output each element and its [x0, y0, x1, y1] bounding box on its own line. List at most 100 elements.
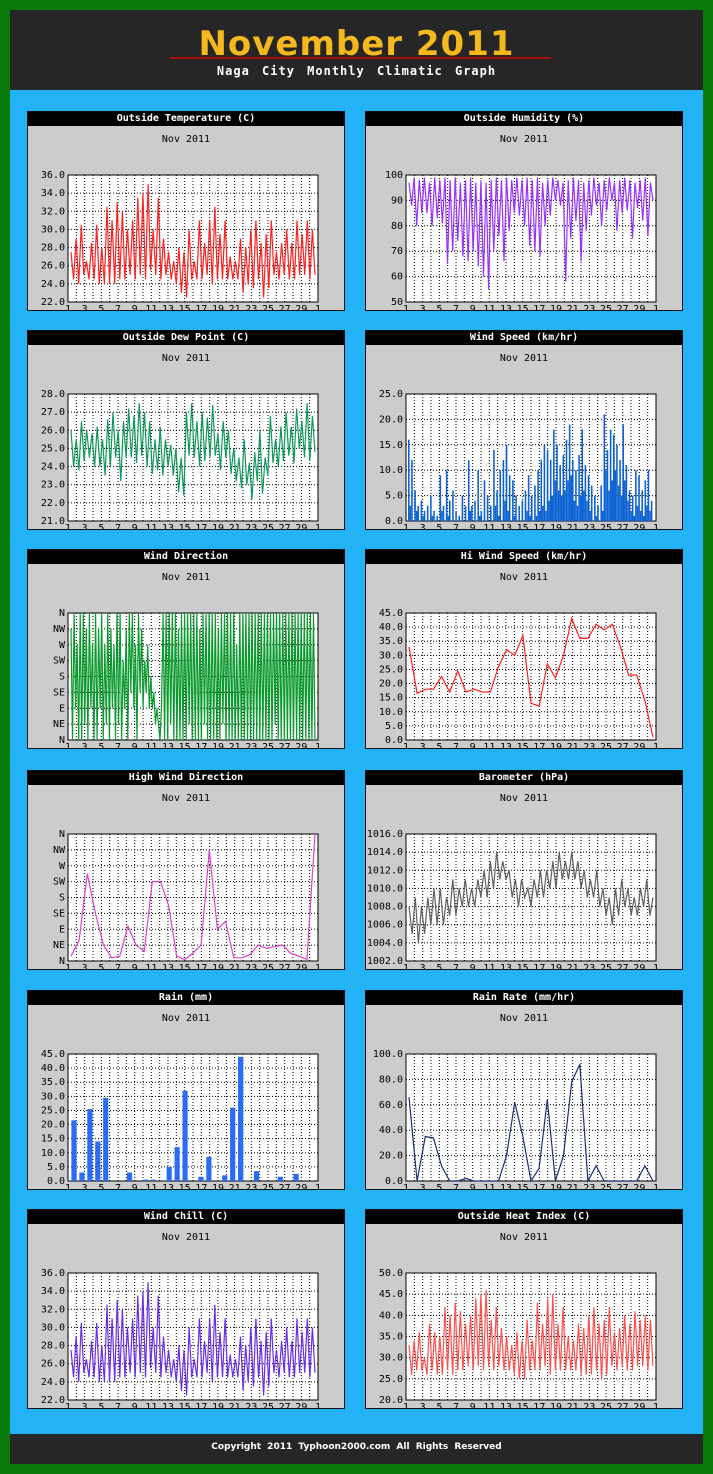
- x-tick-label: 29: [633, 523, 645, 529]
- chart-subtitle: Nov 2011: [161, 572, 211, 583]
- chart-grid: Outside Temperature (C) Nov 2011 22.0 24.0 2…: [10, 90, 703, 1434]
- x-tick-label: 1: [315, 1183, 321, 1189]
- copyright-text: Copyright 2011 Typhoon2000.com All Right…: [211, 1442, 502, 1452]
- series-bar: [636, 505, 639, 521]
- y-tick-label: 5.0: [385, 491, 403, 502]
- chart-svg: 0.05.010.015.020.025.030.035.040.045.01 3…: [41, 1049, 321, 1189]
- series-bar: [639, 510, 642, 521]
- series-bar: [570, 475, 572, 521]
- x-tick-label: 19: [212, 1183, 224, 1189]
- y-tick-label: 25.0: [379, 1374, 403, 1385]
- y-tick-label: 25.0: [41, 443, 65, 454]
- x-tick-label: 7: [115, 742, 121, 748]
- y-tick-label: 80.0: [379, 1074, 403, 1085]
- x-tick-label: 15: [517, 963, 529, 969]
- chart-title: Wind Chill (C): [28, 1210, 344, 1224]
- x-tick-label: 25: [262, 304, 274, 310]
- x-tick-label: 5: [98, 1402, 104, 1408]
- x-tick-label: 27: [279, 1183, 291, 1189]
- series-line: [408, 1063, 654, 1184]
- series-bar: [461, 495, 464, 521]
- y-tick-label: 30.0: [41, 224, 65, 235]
- y-tick-label: 1002.0: [367, 956, 403, 967]
- series-bar: [417, 505, 420, 521]
- series-bar: [578, 454, 580, 521]
- series-bar: [557, 490, 560, 521]
- series-bar: [277, 1176, 283, 1181]
- y-tick-label: 1006.0: [367, 920, 403, 931]
- series-line: [70, 612, 316, 741]
- series-bar: [521, 500, 524, 521]
- y-tick-label: NE: [53, 719, 65, 730]
- series-bar: [182, 1090, 188, 1181]
- x-tick-label: 29: [295, 1183, 307, 1189]
- x-tick-label: 7: [115, 304, 121, 310]
- series-bar: [447, 515, 449, 521]
- y-tick-label: NW: [53, 845, 66, 856]
- series-bar: [595, 515, 598, 521]
- series-bar: [71, 1120, 77, 1181]
- series-bar: [166, 1166, 172, 1181]
- chart-panel-rain: Rain (mm) Nov 2011 0.0 5.0 10.0 15.0 20.0 25.0 3…: [27, 990, 345, 1190]
- y-tick-label: 90: [391, 195, 403, 206]
- x-tick-label: 19: [212, 304, 224, 310]
- y-tick-label: 26.0: [41, 1359, 65, 1370]
- y-tick-label: 35.0: [379, 636, 403, 647]
- x-tick-label: 11: [145, 1402, 157, 1408]
- x-tick-label: 15: [179, 1183, 191, 1189]
- y-tick-label: N: [59, 608, 65, 619]
- series-bar: [494, 505, 497, 521]
- chart-title: Wind Speed (km/hr): [366, 331, 682, 345]
- series-bar: [568, 424, 571, 521]
- y-tick-label: 100: [385, 170, 403, 181]
- x-tick-label: 3: [420, 742, 426, 748]
- x-tick-label: 13: [162, 523, 174, 529]
- x-tick-label: 3: [420, 523, 426, 529]
- series-bar: [613, 434, 615, 521]
- chart-subtitle: Nov 2011: [499, 1232, 549, 1243]
- series-line: [408, 177, 654, 290]
- x-tick-label: 5: [98, 1183, 104, 1189]
- x-tick-label: 7: [453, 304, 459, 310]
- chart-svg: 20.025.030.035.040.045.050.01 3 5 7 9 11 13 15 1…: [379, 1268, 659, 1408]
- x-tick-label: 5: [436, 304, 442, 310]
- series-bar: [508, 475, 511, 521]
- x-tick-label: 21: [229, 304, 241, 310]
- chart-title: Outside Temperature (C): [28, 112, 344, 126]
- y-tick-label: 40.0: [379, 1125, 403, 1136]
- chart-panel-wdir: Wind Direction Nov 2011 N NE E SE S SW W NW N 1 3 5 7 9…: [27, 549, 345, 749]
- x-tick-label: 27: [617, 742, 629, 748]
- series-bar: [589, 510, 591, 521]
- series-line: [70, 184, 316, 298]
- series-bar: [198, 1176, 204, 1181]
- x-tick-label: 11: [145, 523, 157, 529]
- x-tick-label: 21: [229, 742, 241, 748]
- series-bar: [647, 470, 650, 521]
- y-tick-label: 50.0: [379, 1268, 403, 1279]
- series-bar: [611, 480, 613, 521]
- chart-subtitle: Nov 2011: [161, 134, 211, 145]
- series-bar: [642, 515, 645, 521]
- series-bar: [422, 515, 424, 521]
- series-bar: [633, 515, 636, 521]
- x-tick-label: 1: [65, 304, 71, 310]
- chart-title: Rain (mm): [28, 991, 344, 1005]
- series-bar: [455, 510, 457, 521]
- x-tick-label: 21: [567, 523, 579, 529]
- series-bar: [584, 465, 587, 521]
- x-tick-label: 9: [470, 1183, 476, 1189]
- x-tick-label: 29: [633, 963, 645, 969]
- series-line: [408, 616, 654, 738]
- series-bar: [527, 475, 530, 521]
- x-tick-label: 1: [403, 523, 409, 529]
- x-tick-label: 19: [550, 742, 562, 748]
- x-tick-label: 29: [633, 1402, 645, 1408]
- x-tick-label: 15: [179, 963, 191, 969]
- x-tick-label: 23: [583, 963, 595, 969]
- series-bar: [546, 449, 549, 521]
- chart-svg: 22.024.026.028.030.032.034.036.01 3 5 7 9 11 1…: [41, 1268, 321, 1408]
- x-tick-label: 17: [195, 742, 207, 748]
- x-tick-label: 11: [145, 1183, 157, 1189]
- series-bar: [513, 515, 516, 521]
- series-bar: [650, 500, 653, 521]
